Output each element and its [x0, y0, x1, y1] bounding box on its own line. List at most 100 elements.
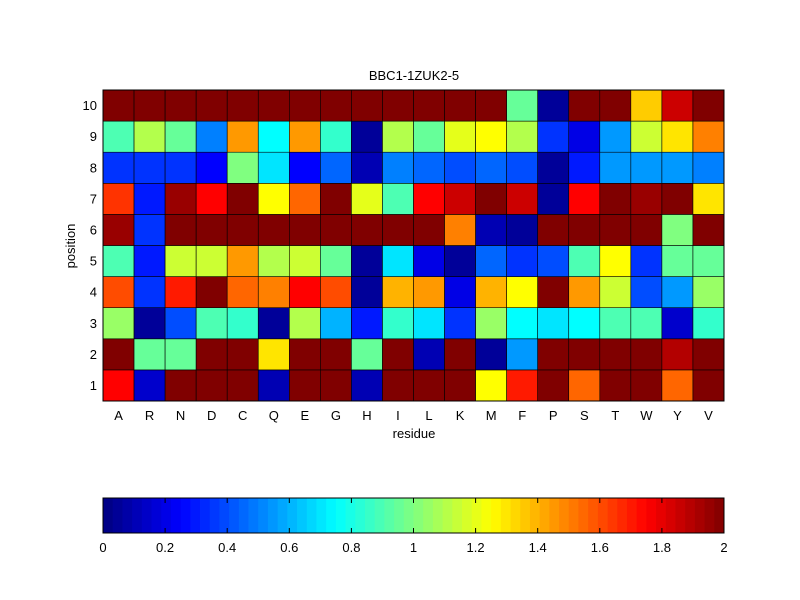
colorbar-swatch	[316, 498, 327, 533]
heatmap-cell-W-1	[630, 369, 663, 402]
heatmap-cell-M-3	[475, 307, 507, 340]
heatmap-cell-E-4	[288, 276, 321, 309]
heatmap-cell-W-9	[630, 120, 663, 153]
heatmap-cell-D-7	[195, 183, 228, 215]
heatmap-cell-S-9	[568, 120, 601, 153]
heatmap-cell-N-4	[164, 276, 197, 309]
heatmap-cell-M-7	[475, 183, 507, 215]
heatmap-cell-S-4	[568, 276, 601, 309]
y-tick-label: 10	[83, 98, 97, 113]
heatmap-cell-I-5	[382, 245, 414, 277]
heatmap-cell-R-2	[133, 338, 166, 371]
heatmap-cell-W-3	[630, 307, 663, 340]
heatmap-cell-I-1	[382, 369, 414, 402]
colorbar-swatch	[297, 498, 308, 533]
x-tick-label: H	[362, 408, 371, 423]
heatmap-cell-A-3	[102, 307, 135, 340]
heatmap-cell-M-4	[475, 276, 507, 309]
heatmap-cell-C-8	[226, 151, 259, 184]
heatmap-cell-M-6	[475, 214, 507, 246]
x-tick-label: I	[396, 408, 400, 423]
colorbar-swatch	[384, 498, 395, 533]
colorbar-tick-label: 1.6	[591, 540, 609, 555]
y-tick-label: 3	[90, 316, 97, 331]
heatmap-cell-N-5	[164, 245, 197, 277]
heatmap-cell-V-7	[692, 183, 725, 215]
colorbar-swatch	[394, 498, 405, 533]
heatmap-cell-L-3	[413, 307, 445, 340]
heatmap-cell-K-4	[444, 276, 476, 309]
colorbar-swatch	[500, 498, 511, 533]
heatmap-cell-M-5	[475, 245, 507, 277]
heatmap-cell-S-7	[568, 183, 601, 215]
heatmap-cell-A-2	[102, 338, 135, 371]
heatmap-cell-F-1	[506, 369, 538, 402]
heatmap-cell-C-5	[226, 245, 259, 277]
colorbar-swatch	[287, 498, 298, 533]
heatmap-cell-H-4	[351, 276, 383, 309]
colorbar-swatch	[568, 498, 579, 533]
colorbar-swatch	[229, 498, 240, 533]
heatmap-cell-M-8	[475, 151, 507, 184]
y-tick-labels: 1 2 3 4 5 6 7 8 9 10	[83, 98, 97, 393]
heatmap-cell-R-4	[133, 276, 166, 309]
x-tick-label: S	[580, 408, 589, 423]
heatmap-cell-N-2	[164, 338, 197, 371]
heatmap-cell-P-7	[537, 183, 570, 215]
colorbar-swatch	[675, 498, 686, 533]
heatmap-cell-V-8	[692, 151, 725, 184]
heatmap-cell-A-5	[102, 245, 135, 277]
heatmap-cell-V-5	[692, 245, 725, 277]
colorbar-swatch	[597, 498, 608, 533]
heatmap-cell-C-4	[226, 276, 259, 309]
colorbar-swatch	[161, 498, 172, 533]
heatmap-cell-T-1	[599, 369, 632, 402]
colorbar-swatch	[335, 498, 346, 533]
colorbar-swatch	[355, 498, 366, 533]
x-tick-label: P	[549, 408, 558, 423]
colorbar-tick-label: 1.4	[529, 540, 547, 555]
colorbar-swatch	[374, 498, 385, 533]
heatmap-cell-E-1	[288, 369, 321, 402]
heatmap-cell-E-5	[288, 245, 321, 277]
colorbar-swatch	[180, 498, 191, 533]
x-tick-label: M	[486, 408, 497, 423]
heatmap-cell-G-9	[320, 120, 352, 153]
colorbar-swatch	[491, 498, 502, 533]
colorbar-tick-label: 0.8	[342, 540, 360, 555]
x-tick-label: D	[207, 408, 216, 423]
colorbar-swatch	[200, 498, 211, 533]
heatmap-cell-F-10	[506, 89, 538, 122]
heatmap-cell-H-2	[351, 338, 383, 371]
x-tick-label: L	[425, 408, 432, 423]
heatmap-cell-A-6	[102, 214, 135, 246]
colorbar-swatch	[190, 498, 201, 533]
colorbar-tick-label: 1	[410, 540, 417, 555]
x-tick-label: G	[331, 408, 341, 423]
heatmap-cell-K-1	[444, 369, 476, 402]
heatmap-cell-T-9	[599, 120, 632, 153]
heatmap-cell-A-7	[102, 183, 135, 215]
heatmap-cell-S-2	[568, 338, 601, 371]
heatmap-cell-N-7	[164, 183, 197, 215]
x-tick-label: K	[456, 408, 465, 423]
heatmap-cell-N-1	[164, 369, 197, 402]
x-tick-label: N	[176, 408, 185, 423]
heatmap-cell-K-9	[444, 120, 476, 153]
heatmap-cell-V-6	[692, 214, 725, 246]
heatmap-cell-Q-3	[257, 307, 290, 340]
heatmap-cell-P-8	[537, 151, 570, 184]
heatmap-cell-L-5	[413, 245, 445, 277]
colorbar-swatch	[403, 498, 414, 533]
heatmap-cell-Y-1	[661, 369, 694, 402]
heatmap-cell-P-10	[537, 89, 570, 122]
heatmap-cell-V-2	[692, 338, 725, 371]
heatmap-cell-T-3	[599, 307, 632, 340]
colorbar-swatch	[656, 498, 667, 533]
heatmap-cell-L-7	[413, 183, 445, 215]
heatmap-cell-W-2	[630, 338, 663, 371]
heatmap-cell-T-2	[599, 338, 632, 371]
heatmap-cell-M-9	[475, 120, 507, 153]
x-tick-label: R	[145, 408, 154, 423]
colorbar-swatch	[219, 498, 230, 533]
